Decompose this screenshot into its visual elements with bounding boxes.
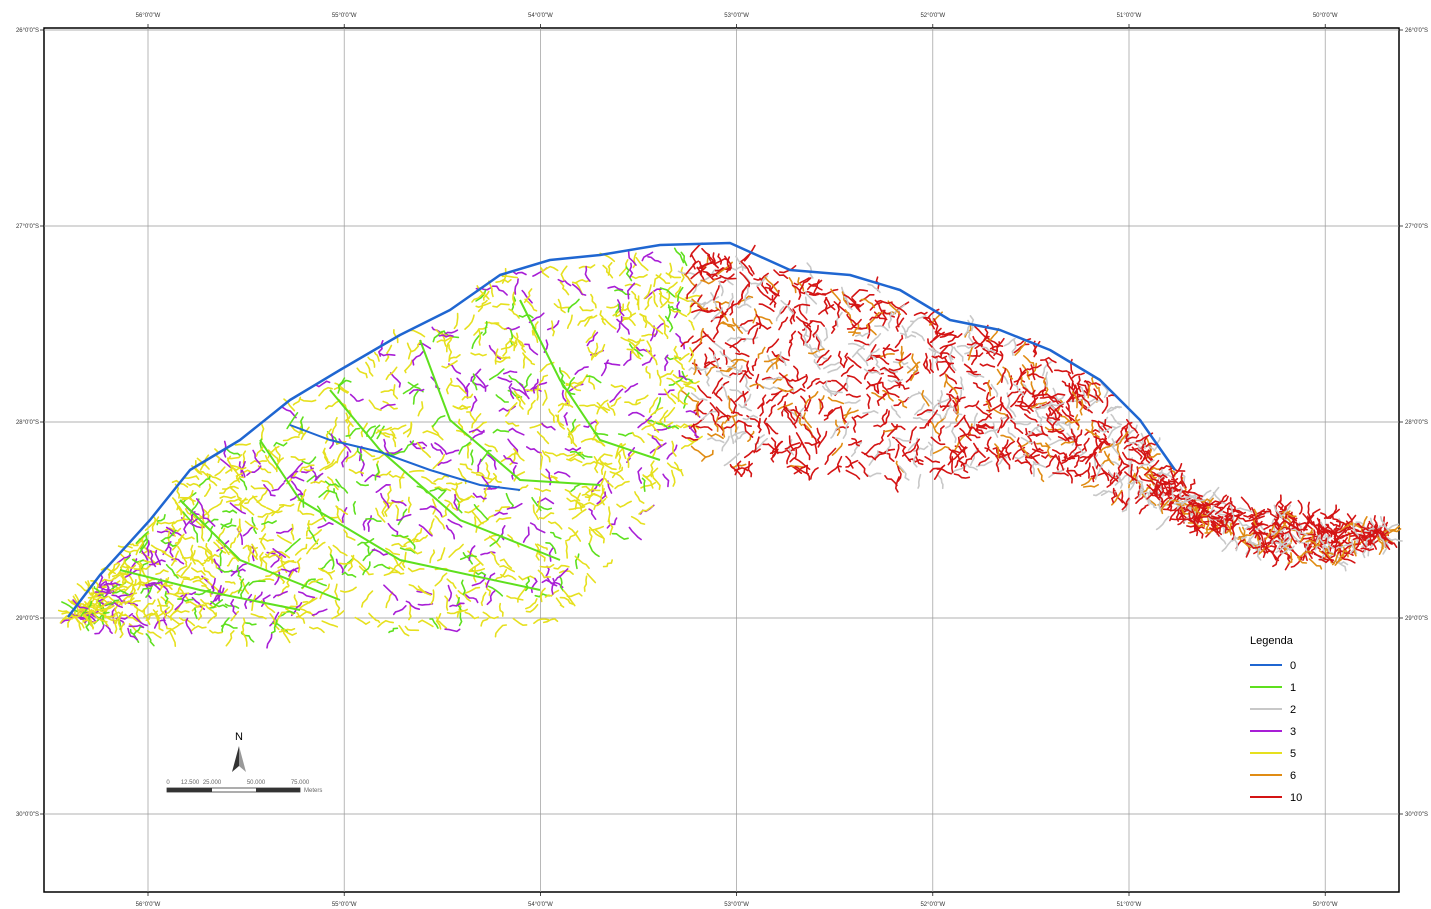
longitude-label: 53°0'0"W: [724, 13, 749, 19]
longitude-label: 51°0'0"W: [1117, 13, 1142, 19]
scale-label: 25.000: [203, 780, 222, 786]
latitude-label: 27°0'0"S: [16, 224, 39, 230]
latitude-label: 30°0'0"S: [16, 812, 39, 818]
longitude-label: 52°0'0"W: [920, 902, 945, 908]
map: 56°0'0"W 56°0'0"W 55°0'0"W 55°0'0"W 54°0'0"W…: [0, 0, 1431, 909]
north-label: N: [235, 731, 243, 743]
river-segment: [1156, 485, 1157, 496]
legend-label: 1: [1290, 682, 1296, 694]
longitude-label: 54°0'0"W: [528, 13, 553, 19]
latitude-label: 29°0'0"S: [16, 616, 39, 622]
latitude-label: 29°0'0"S: [1405, 616, 1428, 622]
legend-label: 2: [1290, 704, 1296, 716]
longitude-label: 56°0'0"W: [136, 902, 161, 908]
legend-label: 10: [1290, 792, 1302, 804]
river-segment: [1046, 372, 1047, 386]
scale-label: 50.000: [247, 780, 266, 786]
longitude-label: 50°0'0"W: [1313, 13, 1338, 19]
longitude-label: 54°0'0"W: [528, 902, 553, 908]
longitude-label: 50°0'0"W: [1313, 902, 1338, 908]
latitude-label: 28°0'0"S: [16, 420, 39, 426]
latitude-label: 26°0'0"S: [16, 28, 39, 34]
river-segment: [537, 386, 538, 400]
longitude-label: 56°0'0"W: [136, 13, 161, 19]
scale-label: 12.500: [181, 780, 200, 786]
river-segment: [1041, 397, 1053, 398]
longitude-label: 51°0'0"W: [1117, 902, 1142, 908]
river-segment: [158, 523, 173, 524]
scale-bar-segment: [256, 788, 300, 792]
scale-unit: Meters: [304, 788, 322, 794]
latitude-label: 30°0'0"S: [1405, 812, 1428, 818]
scale-label: 75.000: [291, 780, 310, 786]
longitude-label: 55°0'0"W: [332, 13, 357, 19]
page: 56°0'0"W 56°0'0"W 55°0'0"W 55°0'0"W 54°0'0"W…: [0, 0, 1431, 909]
legend-label: 5: [1290, 748, 1296, 760]
river-segment: [220, 497, 235, 499]
legend-label: 3: [1290, 726, 1296, 738]
latitude-label: 27°0'0"S: [1405, 224, 1428, 230]
scale-bar-segment: [167, 788, 212, 792]
longitude-label: 53°0'0"W: [724, 902, 749, 908]
latitude-label: 26°0'0"S: [1405, 28, 1428, 34]
longitude-label: 55°0'0"W: [332, 902, 357, 908]
legend-title: Legenda: [1250, 635, 1294, 647]
longitude-label: 52°0'0"W: [920, 13, 945, 19]
river-segment: [952, 457, 953, 473]
latitude-label: 28°0'0"S: [1405, 420, 1428, 426]
map-frame: [44, 28, 1399, 892]
legend-label: 6: [1290, 770, 1296, 782]
legend-label: 0: [1290, 660, 1296, 672]
